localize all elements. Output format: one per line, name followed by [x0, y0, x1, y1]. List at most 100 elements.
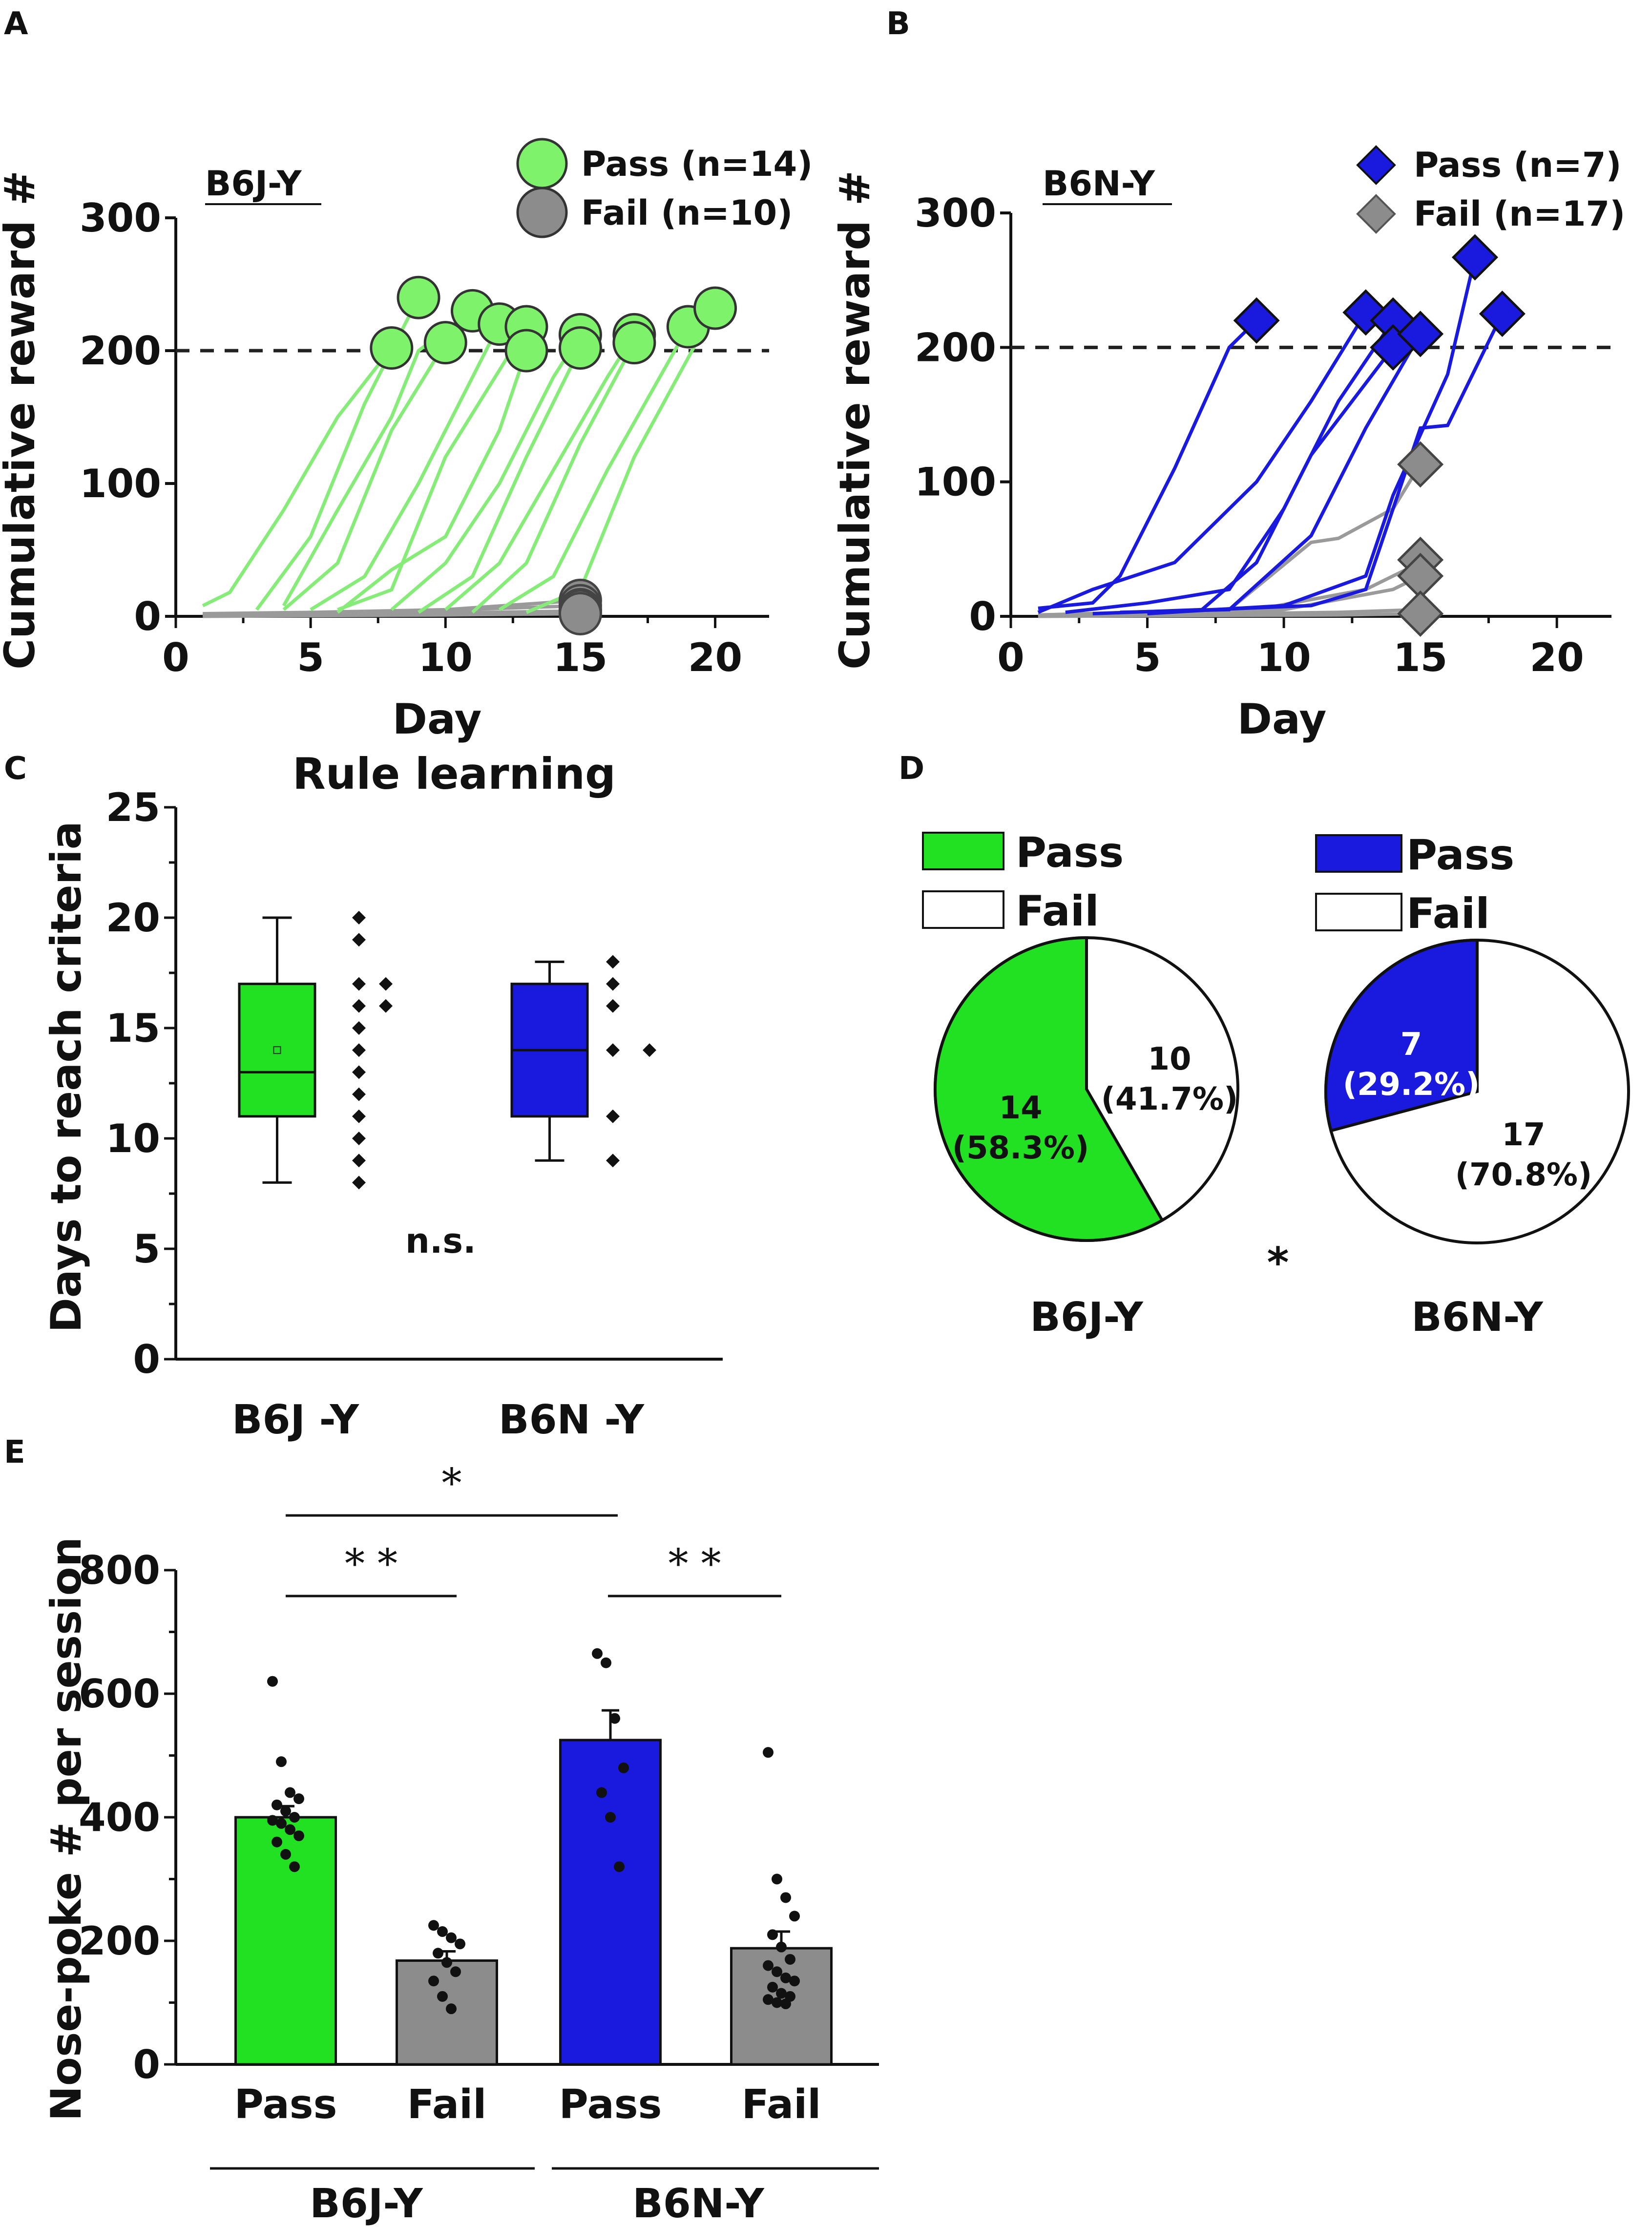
panel-c-title: Rule learning — [293, 749, 616, 799]
x-tick-label: 10 — [1256, 635, 1311, 680]
y-tick-label: 0 — [969, 594, 996, 639]
pass-endpoint-marker — [1233, 297, 1280, 344]
panel-e-ylabel: Nose-poke # per session — [42, 1537, 91, 2121]
panel-c-chart: Rule learning Days to reach criteria B6J… — [42, 749, 723, 1443]
y-tick-label: 0 — [134, 594, 161, 639]
data-point — [780, 1998, 791, 2010]
pie-significance-star: * — [1267, 1239, 1289, 1287]
data-point — [352, 1176, 366, 1190]
data-point — [272, 1799, 282, 1810]
data-point — [276, 1756, 287, 1767]
y-tick-label: 100 — [80, 461, 161, 506]
data-point — [780, 1892, 791, 1903]
pass-series-line — [282, 341, 447, 611]
y-tick-label: 10 — [106, 1116, 160, 1161]
pass-series-line — [444, 334, 636, 611]
fail-endpoint-marker — [558, 592, 602, 636]
fail-endpoint-marker — [1397, 590, 1444, 637]
data-point — [276, 1818, 287, 1829]
y-tick-label: 100 — [915, 460, 996, 505]
panel-a-xlabel: Day — [393, 695, 482, 744]
legend-fail-marker — [516, 187, 568, 238]
data-point — [767, 1929, 778, 1940]
panel-b-ylabel: Cumulative reward # — [831, 170, 879, 670]
panel-e-group-b6j: B6J-Y — [310, 2181, 423, 2227]
panel-c-ns-label: n.s. — [405, 1221, 476, 1261]
data-point — [606, 977, 620, 991]
y-tick-label: 800 — [79, 1548, 160, 1593]
legend-fail-label: Fail — [1406, 889, 1490, 938]
pass-series-line — [418, 347, 582, 614]
legend-pass-label: Pass — [1406, 831, 1514, 880]
legend-fail-marker — [1356, 194, 1396, 234]
pie-count-label: 7 — [1401, 1027, 1422, 1063]
data-point — [433, 1948, 443, 1959]
data-point — [352, 1087, 366, 1101]
data-point — [352, 1132, 366, 1145]
data-point — [352, 933, 366, 947]
data-point — [780, 1972, 791, 1983]
panel-a-group-label: B6J-Y — [205, 164, 302, 204]
pie-b6j: 14 (58.3%) 10 (41.7%) — [934, 936, 1239, 1242]
pass-series-line — [337, 326, 528, 611]
data-point — [267, 1676, 278, 1687]
panel-letter-e: E — [4, 1434, 25, 1471]
legend-pass-marker — [1356, 145, 1396, 185]
data-point — [618, 1762, 629, 1773]
data-point — [614, 1861, 625, 1872]
y-tick-label: 200 — [80, 328, 161, 374]
legend-fail-swatch — [1315, 893, 1402, 931]
data-point — [450, 1966, 461, 1977]
pie-b6j-name: B6J-Y — [1030, 1294, 1144, 1341]
data-point — [446, 1932, 457, 1943]
y-tick-label: 400 — [79, 1795, 160, 1840]
data-point — [763, 1960, 774, 1971]
x-tick-label: 5 — [1134, 635, 1161, 680]
legend-pass-marker — [516, 138, 568, 189]
data-point — [601, 1657, 611, 1668]
y-tick-label: 0 — [133, 2042, 160, 2087]
pass-series-line — [1065, 319, 1395, 614]
legend-pass-swatch — [1315, 834, 1402, 873]
data-point — [767, 1981, 778, 1993]
data-point — [352, 1043, 366, 1057]
data-point — [289, 1812, 300, 1823]
x-tick-label: 15 — [1393, 635, 1447, 680]
x-tick-label: 20 — [688, 635, 742, 680]
pass-series-line — [336, 350, 528, 614]
pass-series-line — [390, 334, 582, 611]
panel-b-legend: Pass (n=7) Fail (n=17) — [1356, 145, 1625, 234]
x-tick-label: 15 — [553, 635, 607, 680]
pie-count-label: 17 — [1502, 1117, 1545, 1153]
data-point — [606, 1109, 620, 1123]
pass-series-line — [471, 342, 636, 614]
pass-endpoint-marker — [612, 321, 656, 365]
legend-pass-swatch — [922, 832, 1004, 870]
data-point — [763, 1747, 774, 1758]
legend-pass-label: Pass (n=7) — [1414, 145, 1622, 185]
y-tick-label: 600 — [79, 1671, 160, 1717]
pie-b6n-name: B6N-Y — [1411, 1294, 1544, 1341]
legend-fail-label: Fail (n=10) — [581, 193, 793, 233]
fail-series-line — [203, 612, 581, 618]
x-tick-label: 20 — [1530, 635, 1584, 680]
fail-series-line — [1038, 611, 1421, 618]
panel-a-chart: Cumulative reward # Day B6J-Y Pass (n=14… — [0, 138, 813, 744]
panel-a-legend: Pass (n=14) Fail (n=10) — [516, 138, 813, 238]
fail-series-line — [1038, 463, 1422, 617]
x-tick-label: 5 — [297, 635, 324, 680]
pass-endpoint-marker — [504, 329, 548, 373]
panel-e-group-b6n: B6N-Y — [632, 2181, 765, 2227]
pie-slice-pass — [1324, 938, 1479, 1133]
panel-b-chart: Cumulative reward # Day B6N-Y Pass (n=7)… — [831, 145, 1625, 744]
y-tick-label: 300 — [915, 190, 996, 236]
data-point — [293, 1830, 304, 1841]
bar — [396, 1959, 498, 2066]
pass-endpoint-marker — [1397, 311, 1444, 357]
data-point — [605, 1812, 616, 1823]
panel-c-category-b6n: B6N -Y — [499, 1397, 645, 1443]
x-tick-label: 0 — [162, 635, 189, 680]
data-point — [293, 1793, 304, 1805]
x-tick-label: 10 — [418, 635, 473, 680]
